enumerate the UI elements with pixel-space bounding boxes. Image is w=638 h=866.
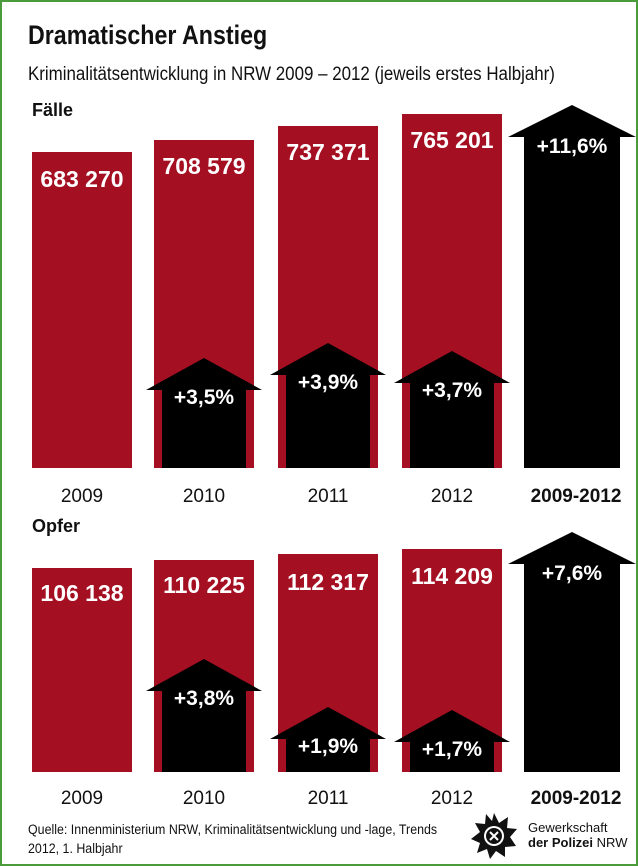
faelle-change-arrow-2011 bbox=[270, 343, 386, 468]
opfer-value-label-2009: 106 138 bbox=[40, 580, 123, 606]
opfer-x-tick-total: 2009-2012 bbox=[531, 788, 622, 809]
opfer-x-tick-2009: 2009 bbox=[61, 788, 103, 809]
faelle-x-tick-total: 2009-2012 bbox=[531, 486, 622, 507]
opfer-value-label-2011: 112 317 bbox=[287, 569, 369, 595]
faelle-bar-2009 bbox=[32, 152, 132, 468]
faelle-change-label-2011: +3,9% bbox=[298, 371, 358, 394]
faelle-x-tick-2010: 2010 bbox=[183, 486, 225, 507]
logo-line1: Gewerkschaft bbox=[528, 820, 608, 835]
opfer-x-tick-2012: 2012 bbox=[431, 788, 473, 809]
faelle-total-arrow bbox=[508, 105, 636, 468]
source-note: Quelle: Innenministerium NRW, Kriminalit… bbox=[28, 822, 438, 856]
logo-line2-bold: der Polizei bbox=[528, 835, 594, 850]
faelle-x-tick-2009: 2009 bbox=[61, 486, 103, 507]
faelle-change-label-2010: +3,5% bbox=[174, 386, 234, 409]
opfer-value-label-2012: 114 209 bbox=[411, 563, 493, 589]
logo-line2-rest: NRW bbox=[596, 835, 628, 850]
chart-title: Dramatischer Anstieg bbox=[28, 20, 268, 50]
opfer-x-tick-2010: 2010 bbox=[183, 788, 225, 809]
faelle-total-label: +11,6% bbox=[537, 135, 608, 158]
faelle-value-label-2010: 708 579 bbox=[162, 153, 245, 179]
opfer-change-label-2010: +3,8% bbox=[174, 687, 234, 710]
chart-subtitle: Kriminalitätsentwicklung in NRW 2009 – 2… bbox=[28, 64, 555, 85]
opfer-x-tick-2011: 2011 bbox=[308, 788, 349, 809]
faelle-change-label-2012: +3,7% bbox=[422, 379, 482, 402]
opfer-change-label-2012: +1,7% bbox=[422, 738, 482, 761]
opfer-change-arrow-2010 bbox=[146, 659, 262, 772]
faelle-value-label-2011: 737 371 bbox=[286, 139, 369, 165]
faelle-value-label-2012: 765 201 bbox=[410, 127, 493, 153]
opfer-total-label: +7,6% bbox=[542, 562, 602, 585]
section-label-faelle: Fälle bbox=[32, 100, 74, 120]
opfer-bar-2009 bbox=[32, 568, 132, 772]
gdp-logo: Gewerkschaft der Polizei NRW bbox=[470, 812, 630, 860]
opfer-value-label-2010: 110 225 bbox=[163, 572, 245, 598]
logo-text: Gewerkschaft der Polizei NRW bbox=[528, 820, 627, 850]
section-label-opfer: Opfer bbox=[32, 516, 81, 536]
police-star-icon bbox=[471, 813, 517, 859]
opfer-total-arrow bbox=[508, 532, 636, 772]
opfer-change-label-2011: +1,9% bbox=[298, 735, 358, 758]
faelle-value-label-2009: 683 270 bbox=[40, 166, 123, 192]
opfer-change-arrow-2012 bbox=[394, 710, 510, 772]
faelle-change-arrow-2012 bbox=[394, 351, 510, 468]
faelle-change-arrow-2010 bbox=[146, 358, 262, 468]
faelle-x-tick-2011: 2011 bbox=[308, 486, 349, 507]
faelle-x-tick-2012: 2012 bbox=[431, 486, 473, 507]
opfer-change-arrow-2011 bbox=[270, 707, 386, 772]
